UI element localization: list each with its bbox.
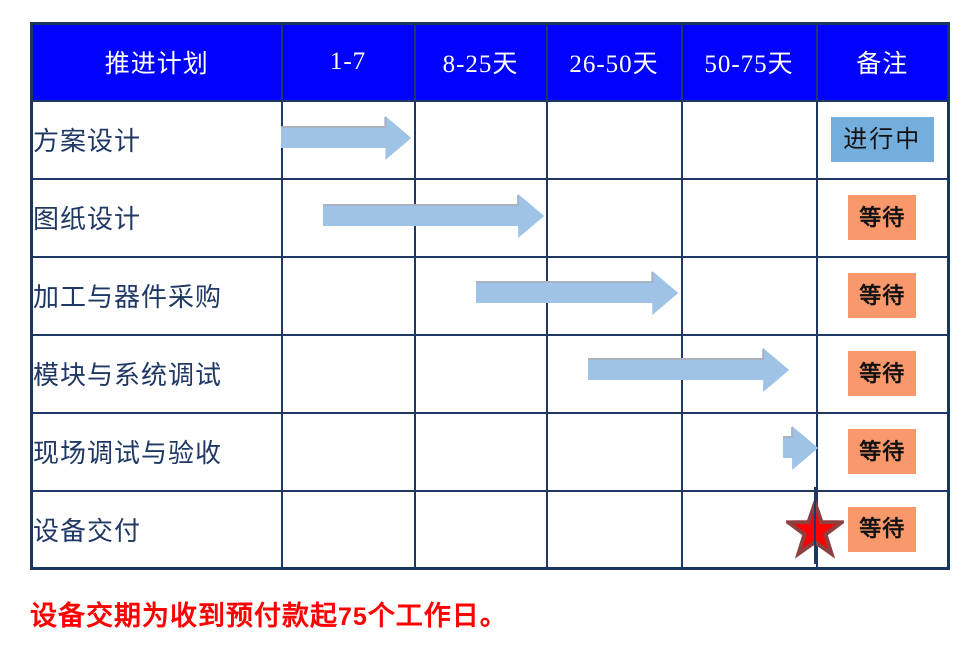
col-header-days-4: 50-75天 xyxy=(680,22,818,102)
table-row: 方案设计 进行中 xyxy=(30,99,950,180)
header-row: 推进计划 1-7 8-25天 26-50天 50-75天 备注 xyxy=(30,22,950,102)
task-label: 方案设计 xyxy=(30,99,283,180)
gantt-cell xyxy=(545,411,683,492)
status-badge: 等待 xyxy=(848,351,917,396)
table-row: 模块与系统调试 等待 xyxy=(30,333,950,414)
task-label: 图纸设计 xyxy=(30,177,283,258)
note-prefix: 设备交期为收到预付款起 xyxy=(30,601,338,631)
status-badge: 进行中 xyxy=(830,117,934,162)
gantt-cell xyxy=(545,255,683,336)
task-label: 设备交付 xyxy=(30,489,283,570)
note-suffix: 个工作日。 xyxy=(367,601,508,631)
col-header-days-1: 1-7 xyxy=(280,22,416,102)
table-row: 设备交付 等待 xyxy=(30,489,950,570)
remark-cell: 等待 xyxy=(815,489,950,570)
gantt-cell xyxy=(680,99,818,180)
gantt-cell xyxy=(280,177,416,258)
gantt-cell xyxy=(280,489,416,570)
status-badge: 等待 xyxy=(848,273,917,318)
delivery-note: 设备交期为收到预付款起75个工作日。 xyxy=(30,594,508,633)
status-badge: 等待 xyxy=(848,506,917,552)
gantt-cell xyxy=(413,411,548,492)
gantt-cell xyxy=(680,255,818,336)
gantt-cell xyxy=(413,177,548,258)
table-row: 加工与器件采购 等待 xyxy=(30,255,950,336)
gantt-cell xyxy=(413,99,548,180)
table-row: 图纸设计 等待 xyxy=(30,177,950,258)
gantt-cell xyxy=(545,99,683,180)
gantt-cell xyxy=(280,99,416,180)
task-label: 模块与系统调试 xyxy=(30,333,283,414)
gantt-cell xyxy=(680,333,818,414)
col-header-plan: 推进计划 xyxy=(30,22,283,102)
task-label: 加工与器件采购 xyxy=(30,255,283,336)
remark-cell: 等待 xyxy=(815,411,950,492)
table-row: 现场调试与验收 等待 xyxy=(30,411,950,492)
col-header-remarks: 备注 xyxy=(815,22,950,102)
col-header-days-2: 8-25天 xyxy=(413,22,548,102)
gantt-cell xyxy=(280,411,416,492)
note-number: 75 xyxy=(338,603,368,631)
gantt-cell xyxy=(413,489,548,570)
gantt-cell xyxy=(413,255,548,336)
gantt-cell xyxy=(680,177,818,258)
remark-cell: 进行中 xyxy=(815,99,950,180)
gantt-cell xyxy=(280,255,416,336)
status-badge: 等待 xyxy=(848,429,917,474)
col-header-days-3: 26-50天 xyxy=(545,22,683,102)
gantt-cell xyxy=(545,333,683,414)
remark-cell: 等待 xyxy=(815,177,950,258)
gantt-cell xyxy=(413,333,548,414)
task-label: 现场调试与验收 xyxy=(30,411,283,492)
gantt-cell xyxy=(545,177,683,258)
status-badge: 等待 xyxy=(848,195,917,240)
gantt-cell xyxy=(680,489,818,570)
gantt-cell xyxy=(280,333,416,414)
gantt-cell xyxy=(680,411,818,492)
gantt-cell xyxy=(545,489,683,570)
remark-cell: 等待 xyxy=(815,333,950,414)
remark-cell: 等待 xyxy=(815,255,950,336)
plan-table: 推进计划 1-7 8-25天 26-50天 50-75天 备注 方案设计 进行中… xyxy=(30,22,950,570)
